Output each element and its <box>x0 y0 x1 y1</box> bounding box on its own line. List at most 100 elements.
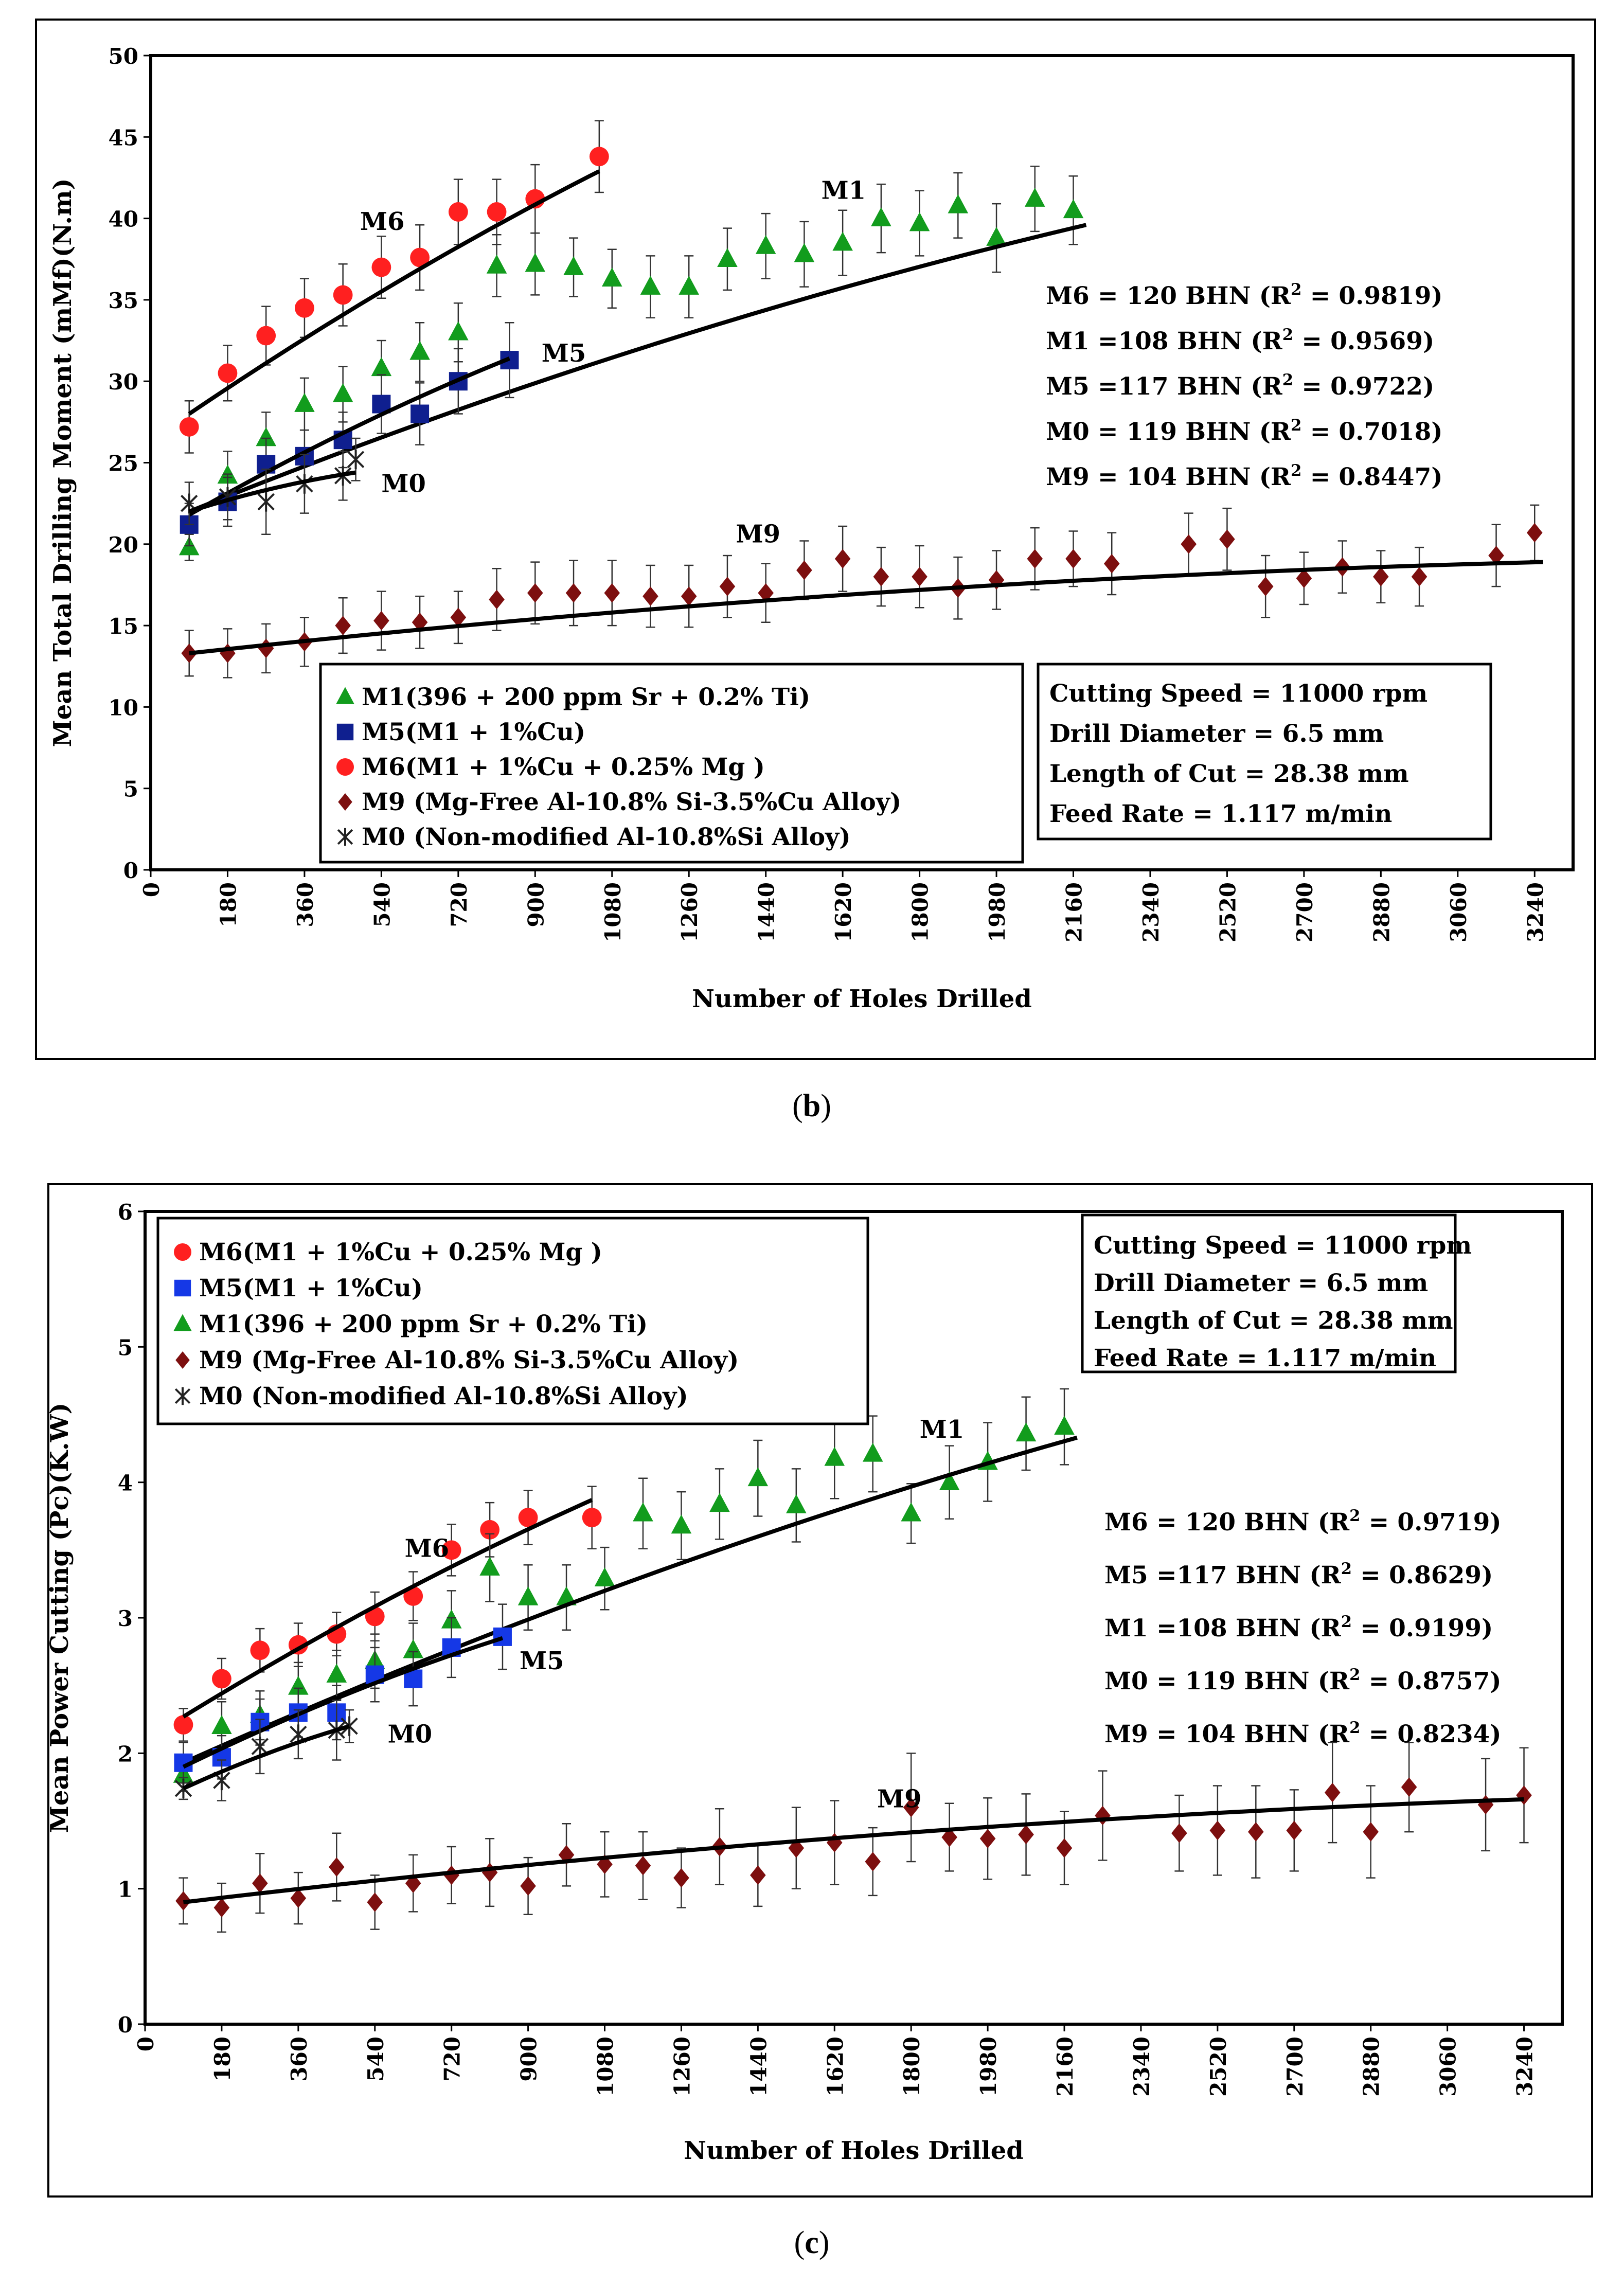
y-tick-label: 50 <box>109 44 138 69</box>
x-tick-label: 0 <box>139 882 164 897</box>
legend-marker <box>173 1314 192 1331</box>
data-point <box>941 1827 957 1847</box>
legend: M1(396 + 200 ppm Sr + 0.2% Ti) M5(M1 + 1%… <box>319 663 1024 864</box>
data-point <box>1363 1822 1379 1842</box>
data-point <box>441 1540 461 1560</box>
data-point <box>948 194 969 213</box>
data-point <box>443 1865 459 1885</box>
data-point <box>589 147 609 167</box>
data-point <box>1411 567 1427 587</box>
data-point <box>758 583 774 603</box>
legend-marker <box>174 1387 191 1405</box>
r2-line: M9 = 104 BHN (R2 = 0.8234) <box>1104 1719 1502 1748</box>
trend-line <box>182 1498 593 1719</box>
data-point <box>525 253 546 272</box>
y-tick-label: 15 <box>109 614 138 639</box>
curve-label-m1: M1 <box>822 176 866 205</box>
series-m6 <box>173 1486 602 1742</box>
r2-line: M6 = 120 BHN (R2 = 0.9719) <box>1104 1507 1502 1537</box>
condition-line: Drill Diameter = 6.5 mm <box>1094 1269 1428 1297</box>
trend-line <box>182 1636 504 1769</box>
x-tick-label: 1800 <box>899 2037 924 2097</box>
data-point <box>912 567 927 587</box>
data-point <box>709 1493 730 1512</box>
y-tick-label: 35 <box>109 288 138 313</box>
x-tick-label: 360 <box>287 2037 312 2082</box>
x-tick-label: 2160 <box>1052 2037 1078 2097</box>
x-tick-label: 3060 <box>1446 882 1471 942</box>
data-point <box>450 608 467 628</box>
series-m0 <box>181 437 365 535</box>
data-point <box>1296 568 1312 588</box>
r2-line: M1 =108 BHN (R2 = 0.9569) <box>1046 326 1434 355</box>
data-point <box>518 1508 538 1528</box>
data-point <box>448 202 468 222</box>
data-point <box>410 247 430 267</box>
conditions-box: Cutting Speed = 11000 rpm Drill Diameter … <box>1081 1213 1472 1373</box>
legend-marker <box>337 828 353 846</box>
data-point <box>750 1865 766 1885</box>
series-m5 <box>180 322 519 547</box>
y-tick-label: 20 <box>109 532 138 558</box>
data-point <box>212 1669 231 1689</box>
legend-marker <box>174 1279 191 1297</box>
data-point <box>903 1797 919 1817</box>
data-point <box>520 1876 536 1896</box>
x-tick-label: 3240 <box>1523 882 1548 942</box>
data-point <box>673 1868 689 1888</box>
legend-marker <box>175 1351 190 1369</box>
legend-entry: M5(M1 + 1%Cu) <box>199 1274 423 1302</box>
data-point <box>834 549 851 569</box>
x-axis: 0 180 360 540 720 900 1080 1260 1440 1620 1800 1980… <box>133 2024 1538 2097</box>
data-point <box>479 1556 500 1576</box>
data-point <box>1171 1823 1187 1843</box>
data-point <box>1181 534 1197 554</box>
trend-line <box>188 470 356 514</box>
data-point <box>288 1675 309 1695</box>
data-point <box>326 1664 347 1683</box>
data-point <box>1024 188 1045 207</box>
x-tick-label: 1620 <box>823 2037 848 2097</box>
panel-label-b: (b) <box>792 1088 831 1123</box>
data-point <box>1324 1782 1341 1802</box>
data-point <box>832 231 853 251</box>
r2-line: M0 = 119 BHN (R2 = 0.8757) <box>1104 1666 1502 1695</box>
x-tick-label: 3240 <box>1512 2037 1538 2097</box>
data-point <box>1015 1422 1037 1442</box>
y-tick-label: 1 <box>118 1877 133 1902</box>
chart-panel-b: 0 5 10 15 20 25 30 35 40 45 50 0 180 360 540 720 900 1080… <box>35 19 1596 1060</box>
trend-line <box>188 223 1087 514</box>
data-point <box>824 1446 845 1466</box>
x-tick-label: 1260 <box>669 2037 694 2097</box>
legend-box <box>156 1217 869 1425</box>
data-point <box>755 235 776 254</box>
data-point <box>251 1737 269 1757</box>
y-tick-label: 4 <box>118 1471 133 1496</box>
legend-box <box>319 663 1024 864</box>
data-point <box>601 267 622 287</box>
data-point <box>786 1494 807 1513</box>
condition-line: Drill Diameter = 6.5 mm <box>1049 720 1384 748</box>
x-tick-label: 3060 <box>1436 2037 1461 2097</box>
data-point <box>481 1863 498 1882</box>
x-axis: 0 180 360 540 720 900 1080 1260 1440 1620 1800 1980… <box>139 870 1548 942</box>
data-point <box>556 1586 577 1605</box>
legend-entry: M5(M1 + 1%Cu) <box>362 718 585 746</box>
data-point <box>213 1898 230 1918</box>
y-tick-label: 3 <box>118 1606 133 1631</box>
x-tick-label: 540 <box>363 2037 388 2082</box>
x-tick-label: 900 <box>516 2037 542 2082</box>
data-point <box>252 1873 268 1894</box>
data-point <box>365 1606 385 1627</box>
x-tick-label: 720 <box>447 882 472 927</box>
data-point <box>486 254 507 274</box>
outer-frame <box>35 19 1596 1060</box>
data-point <box>403 1639 424 1658</box>
chart-b: 0 5 10 15 20 25 30 35 40 45 50 0 180 360 540 720 900 1080… <box>35 19 1596 1060</box>
x-tick-label: 1980 <box>976 2037 1001 2097</box>
data-point <box>1018 1825 1034 1845</box>
y-tick-label: 0 <box>123 858 138 883</box>
data-point <box>873 567 889 587</box>
chart-panel-c: 0 1 2 3 4 5 6 0 180 360 540 720 900 1080 1260 1440 1620 1… <box>45 1183 1593 2198</box>
condition-line: Cutting Speed = 11000 rpm <box>1049 680 1427 708</box>
